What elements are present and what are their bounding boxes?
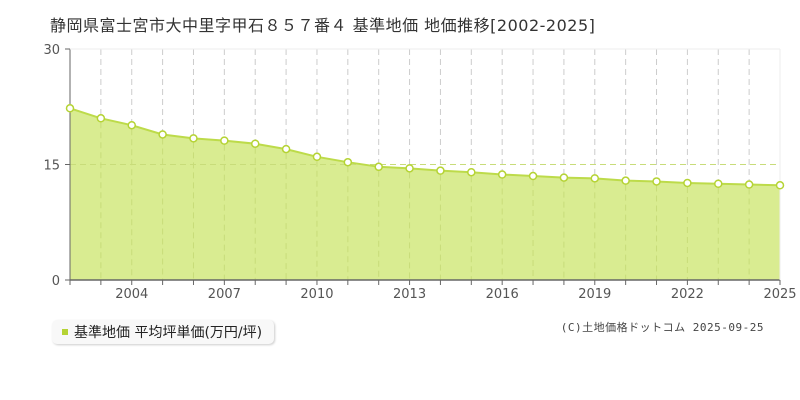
copyright: (C)土地価格ドットコム 2025-09-25 (560, 321, 764, 334)
legend-swatch-icon (62, 329, 68, 335)
svg-text:2013: 2013 (393, 287, 426, 302)
legend: 基準地価 平均坪単価(万円/坪) (52, 320, 275, 344)
svg-text:15: 15 (43, 159, 60, 174)
data-markers (65, 104, 785, 190)
chart-title: 静岡県富士宮市大中里字甲石８５７番４ 基準地価 地価推移[2002-2025] (50, 16, 596, 35)
svg-text:0: 0 (52, 274, 60, 289)
svg-text:30: 30 (43, 43, 60, 58)
axes (65, 48, 781, 285)
legend-label: 基準地価 平均坪単価(万円/坪) (74, 325, 263, 341)
svg-text:2025: 2025 (763, 287, 796, 302)
svg-text:2016: 2016 (486, 287, 519, 302)
data-area (69, 107, 781, 280)
svg-text:2022: 2022 (671, 287, 704, 302)
axis-labels: 0 15 30 2004 2007 2010 2013 2016 2019 2022 2025 (43, 43, 796, 302)
svg-text:2004: 2004 (115, 287, 148, 302)
area-chart: 0 15 30 2004 2007 2010 2013 2016 2019 2022 2025 (43, 43, 796, 302)
svg-text:2019: 2019 (578, 287, 611, 302)
svg-text:2007: 2007 (208, 287, 241, 302)
svg-text:2010: 2010 (300, 287, 333, 302)
